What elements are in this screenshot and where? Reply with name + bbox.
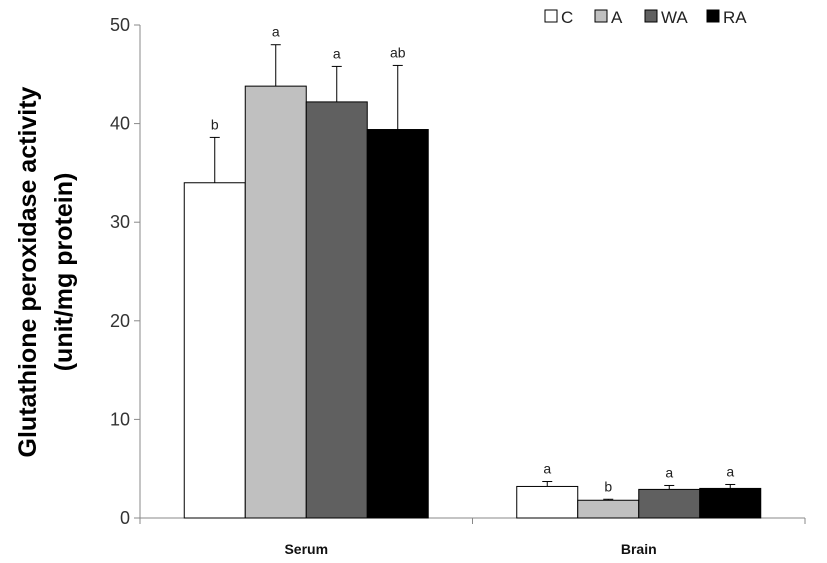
legend: C A WA RA: [544, 8, 747, 27]
legend-label: RA: [723, 8, 747, 27]
bar: [183, 182, 246, 519]
data-label: b: [211, 116, 219, 132]
data-label: ab: [390, 44, 406, 60]
y-tick-label: 0: [120, 508, 130, 528]
bar: [699, 487, 762, 519]
y-tick-label: 20: [110, 311, 130, 331]
y-axis-title: Glutathione peroxidase activity (unit/mg…: [14, 86, 78, 457]
y-tick-label: 40: [110, 114, 130, 134]
data-label: a: [665, 464, 673, 480]
y-tick-label: 10: [110, 409, 130, 429]
bar: [244, 85, 307, 519]
bar: [638, 488, 701, 519]
legend-label: A: [611, 8, 623, 27]
y-tick-label: 50: [110, 15, 130, 35]
bar: [366, 129, 429, 519]
x-tick-label: Brain: [621, 541, 657, 557]
data-label: a: [333, 45, 341, 61]
bar: [577, 499, 640, 519]
x-tick-label: Serum: [284, 541, 328, 557]
y-axis-title-line-1: Glutathione peroxidase activity: [14, 86, 42, 457]
axes: 0 10 20 30 40 50 Serum Brain: [110, 15, 806, 557]
data-label: a: [272, 24, 280, 40]
bar: [516, 485, 579, 519]
legend-swatch: [706, 9, 720, 23]
data-label: a: [726, 463, 734, 479]
legend-label: C: [561, 8, 573, 27]
legend-swatch: [644, 9, 658, 23]
y-tick-label: 30: [110, 212, 130, 232]
data-label: a: [543, 461, 551, 477]
data-label: b: [604, 478, 612, 494]
legend-label: WA: [661, 8, 688, 27]
bar: [305, 101, 368, 519]
legend-swatch: [544, 9, 558, 23]
y-axis-title-line-2: (unit/mg protein): [50, 173, 78, 372]
legend-swatch: [594, 9, 608, 23]
